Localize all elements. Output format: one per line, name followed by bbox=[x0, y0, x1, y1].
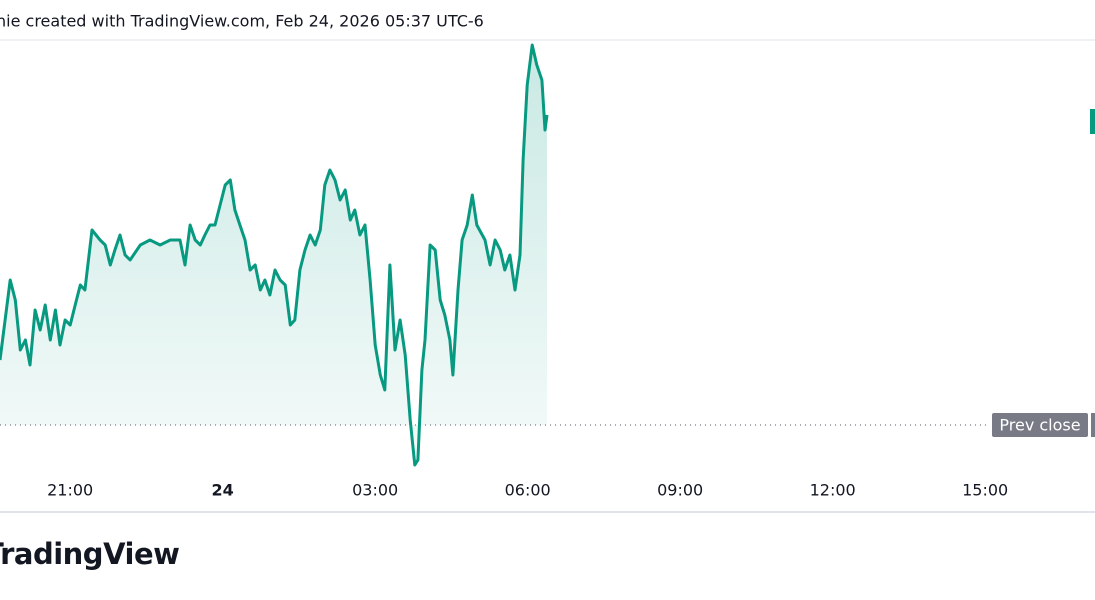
price-line bbox=[0, 43, 549, 467]
x-tick-label: 12:00 bbox=[810, 481, 856, 500]
plot: Prev close 21:00 24 03:00 06:00 09:00 12:00 15:… bbox=[0, 43, 1095, 500]
prev-close-label: Prev close bbox=[999, 416, 1080, 435]
logo: TradingView bbox=[0, 537, 179, 571]
area-fill bbox=[0, 45, 547, 465]
prev-close-badge-edge bbox=[1091, 413, 1095, 437]
x-tick-label: 15:00 bbox=[962, 481, 1008, 500]
x-tick-label: 09:00 bbox=[657, 481, 703, 500]
x-tick-label: 24 bbox=[212, 481, 234, 500]
caption: nie created with TradingView.com, Feb 24… bbox=[0, 12, 484, 31]
x-tick-label: 21:00 bbox=[47, 481, 93, 500]
prev-close-badge bbox=[992, 413, 1088, 437]
price-label-edge bbox=[1090, 109, 1095, 134]
x-tick-label: 06:00 bbox=[505, 481, 551, 500]
x-tick-label: 03:00 bbox=[352, 481, 398, 500]
